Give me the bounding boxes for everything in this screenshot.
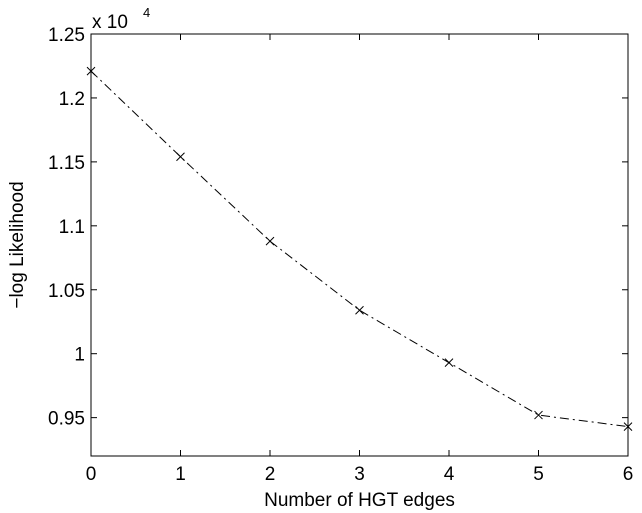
y-tick-label: 1.25 [48,25,85,46]
x-tick-label: 1 [175,464,186,485]
x-tick-label: 2 [265,464,276,485]
y-tick-label: 1.05 [48,281,85,302]
y-tick-label: 1.1 [59,217,85,238]
series [86,66,633,431]
y-multiplier-exponent: 4 [143,5,150,20]
data-point-marker [176,152,185,162]
data-point-marker [534,410,543,420]
data-point-marker [86,66,96,76]
x-axis-label: Number of HGT edges [264,490,455,511]
x-tick-labels: 0 1 2 3 4 5 6 [86,464,634,485]
data-point-marker [623,422,633,431]
data-point-marker [355,305,364,315]
x-tick-label: 6 [623,464,634,485]
y-tick-label: 0.95 [48,409,85,430]
x-tick-label: 4 [444,464,455,485]
data-point-marker [444,358,454,368]
y-axis-label: −log Likelihood [7,181,28,308]
x-tick-label: 5 [533,464,544,485]
series-line [90,70,629,428]
y-multiplier: x 10 [92,12,128,33]
data-point-marker [265,236,275,246]
y-tick-labels: 0.95 1 1.05 1.1 1.15 1.2 1.25 [48,25,85,430]
x-tick-label: 0 [86,464,97,485]
y-tick-label: 1 [74,345,85,366]
y-tick-label: 1.15 [48,153,85,174]
plot-frame [90,33,629,457]
ticks [90,33,629,456]
y-tick-label: 1.2 [59,89,85,110]
x-tick-label: 3 [354,464,365,485]
